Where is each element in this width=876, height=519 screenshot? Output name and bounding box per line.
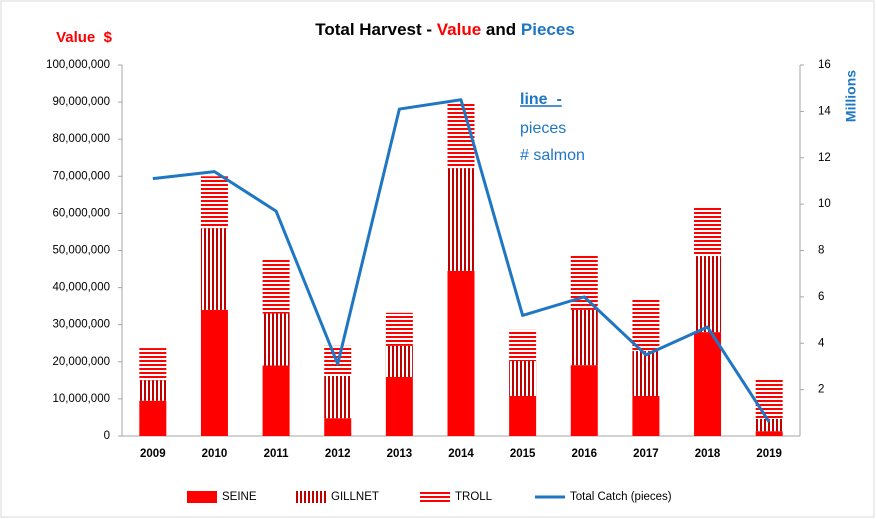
bar-segment [570, 254, 598, 310]
legend-label: GILLNET [331, 491, 379, 503]
x-tick-label: 2013 [387, 448, 413, 460]
x-tick-label: 2017 [633, 448, 659, 460]
title-part: and [486, 20, 516, 39]
bar-segment [262, 365, 290, 436]
y2-tick-label: 16 [818, 59, 831, 71]
bar-segment [385, 377, 413, 436]
y2-tick-label: 14 [818, 105, 831, 117]
y2-tick-label: 2 [818, 384, 824, 396]
chart-title: Total Harvest - Value and Pieces [315, 20, 575, 39]
y-tick-label: 50,000,000 [52, 245, 110, 257]
bar-segment [755, 418, 783, 432]
x-tick-label: 2014 [448, 448, 474, 460]
y-tick-label: 60,000,000 [52, 207, 110, 219]
y2-tick-label: 4 [818, 337, 825, 349]
y-tick-label: 70,000,000 [52, 170, 110, 182]
y2-tick-label: 8 [818, 245, 824, 257]
annotation: pieces [520, 120, 566, 137]
y2-tick-label: 12 [818, 152, 831, 164]
bar-segment [324, 375, 352, 419]
x-tick-label: 2012 [325, 448, 351, 460]
legend-label: SEINE [222, 491, 257, 503]
bar-segment [694, 205, 722, 257]
bar-segment [632, 299, 660, 352]
line-series [152, 98, 771, 423]
legend-label: TROLL [455, 491, 493, 503]
y2-tick-label: 6 [818, 291, 824, 303]
bar-segment [509, 395, 537, 436]
y-tick-label: 30,000,000 [52, 319, 110, 331]
x-tick-label: 2018 [695, 448, 721, 460]
x-tick-label: 2009 [140, 448, 166, 460]
bar-segment [139, 380, 167, 401]
y-tick-label: 10,000,000 [52, 393, 110, 405]
y-tick-label: 0 [104, 430, 110, 442]
y-tick-label: 40,000,000 [52, 282, 110, 294]
bar-segment [447, 270, 475, 436]
bar-segment [139, 348, 167, 381]
bar-segment [632, 351, 660, 396]
title-part: Pieces [521, 20, 575, 39]
bar-segment [755, 431, 783, 436]
bar-segment [385, 345, 413, 378]
title-part: Value [437, 20, 481, 39]
x-tick-label: 2015 [510, 448, 536, 460]
bar-segment [755, 378, 783, 419]
y-tick-label: 20,000,000 [52, 356, 110, 368]
y2-axis-label: Millions [843, 70, 859, 122]
x-tick-label: 2016 [571, 448, 597, 460]
bar-segment [139, 400, 167, 436]
y-axis-label: Value $ [56, 29, 113, 46]
x-tick-label: 2011 [264, 448, 290, 460]
y-tick-label: 100,000,000 [46, 59, 110, 71]
legend-label: Total Catch (pieces) [570, 491, 672, 503]
bar-segment [509, 329, 537, 362]
bar-segment [447, 168, 475, 271]
bar-segment [200, 228, 228, 310]
annotation: line - [520, 91, 562, 108]
bar-segment [262, 313, 290, 366]
bar-segment [324, 418, 352, 436]
bar-segment [570, 365, 598, 436]
y-tick-label: 90,000,000 [52, 96, 110, 108]
title-part: Total Harvest - [315, 20, 432, 39]
y-tick-label: 80,000,000 [52, 133, 110, 145]
x-tick-label: 2019 [756, 448, 782, 460]
bar-segment [694, 256, 722, 333]
bar-segment [262, 259, 290, 314]
bar-segment [509, 361, 537, 396]
x-tick-label: 2010 [202, 448, 228, 460]
legend-swatch [296, 491, 326, 503]
bar-segment [570, 309, 598, 366]
y2-tick-label: 10 [818, 198, 831, 210]
legend-swatch [187, 491, 217, 503]
bar-segment [200, 176, 228, 229]
bar-segment [385, 312, 413, 346]
bar-segment [200, 309, 228, 436]
bar-segment [694, 332, 722, 436]
annotation: # salmon [520, 147, 585, 164]
legend-swatch [420, 491, 450, 503]
bar-segment [632, 395, 660, 436]
